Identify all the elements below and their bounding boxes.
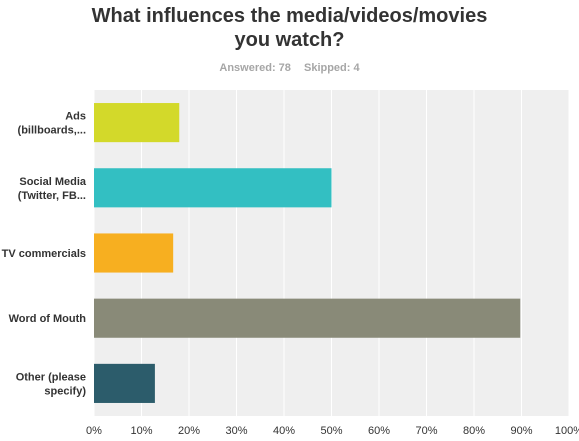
x-tick-label: 90%	[510, 425, 532, 437]
chart-title: What influences the media/videos/movies …	[0, 4, 579, 52]
x-tick-label: 10%	[130, 425, 152, 437]
category-label-line: (billboards,...	[18, 125, 86, 137]
category-label: Other (please specify)	[16, 371, 87, 397]
bar	[94, 363, 155, 403]
bars	[94, 103, 521, 403]
bar	[94, 298, 521, 338]
chart-title-line-1: What influences the media/videos/movies	[91, 5, 488, 27]
x-tick-label: 50%	[320, 425, 342, 437]
category-label-line: Ads	[65, 111, 86, 123]
skipped-count: Skipped: 4	[303, 62, 360, 74]
category-label-line: specify)	[44, 385, 86, 397]
category-label: Ads (billboards,...	[18, 111, 86, 137]
category-label-line: TV commercials	[2, 248, 86, 260]
x-tick-label: 0%	[86, 425, 102, 437]
x-tick-label: 30%	[225, 425, 247, 437]
x-tick-label: 60%	[368, 425, 390, 437]
x-tick-label: 80%	[463, 425, 485, 437]
category-label: Social Media (Twitter, FB...	[18, 176, 87, 202]
x-tick-label: 100%	[555, 425, 579, 437]
x-tick-label: 70%	[415, 425, 437, 437]
category-label-line: (Twitter, FB...	[18, 190, 86, 202]
x-axis-ticks: 0% 10% 20% 30% 40% 50% 60% 70% 80% 90% 100%	[86, 425, 579, 437]
bar	[94, 103, 180, 143]
category-label: TV commercials	[2, 248, 86, 260]
x-tick-label: 20%	[178, 425, 200, 437]
x-tick-label: 40%	[273, 425, 295, 437]
category-label-line: Other (please	[16, 371, 86, 383]
category-label-line: Social Media	[19, 176, 87, 188]
bar	[94, 168, 332, 208]
response-summary: Answered: 78 Skipped: 4	[0, 62, 579, 74]
category-labels: Ads (billboards,... Social Media (Twitter, …	[2, 111, 87, 398]
chart-title-line-2: you watch?	[234, 29, 345, 51]
category-label-line: Word of Mouth	[9, 313, 87, 325]
category-label: Word of Mouth	[9, 313, 87, 325]
bar	[94, 233, 174, 273]
answered-count: Answered: 78	[219, 62, 291, 74]
